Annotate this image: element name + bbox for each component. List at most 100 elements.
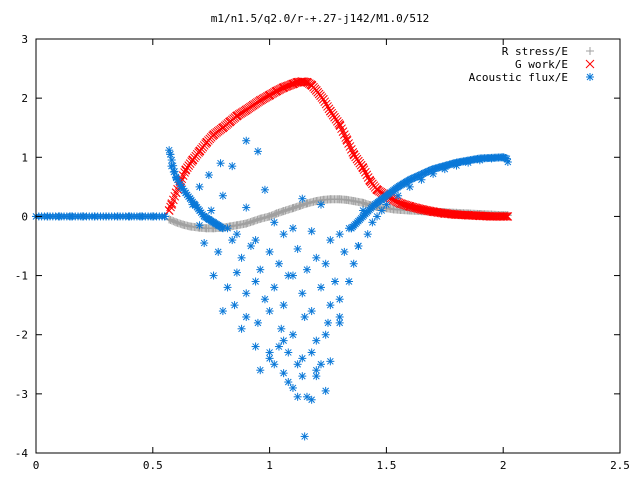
data-point (312, 372, 321, 381)
data-point (335, 318, 344, 327)
data-point (279, 301, 288, 310)
y-tick-label: 0 (21, 210, 28, 223)
data-point (204, 171, 213, 180)
data-point (316, 283, 325, 292)
data-point (200, 239, 209, 248)
data-point (256, 265, 265, 274)
data-point (335, 295, 344, 304)
y-tick-label: -1 (15, 270, 28, 283)
data-point (279, 336, 288, 345)
data-point (342, 136, 352, 145)
x-tick-label: 0.5 (143, 459, 163, 472)
data-point (345, 142, 355, 151)
data-point (377, 206, 386, 215)
data-point (347, 145, 356, 154)
data-point (253, 147, 262, 156)
data-point (277, 324, 286, 333)
data-point (502, 154, 511, 163)
data-point (312, 253, 321, 262)
data-point (344, 139, 353, 148)
data-point (307, 307, 316, 316)
data-point (321, 259, 330, 268)
series-1 (164, 77, 513, 221)
data-point (345, 277, 354, 286)
data-point (298, 354, 307, 363)
data-point (265, 348, 274, 357)
data-point (354, 242, 363, 250)
data-point (335, 121, 345, 131)
plot-frame (35, 38, 621, 454)
data-point (232, 230, 241, 239)
series-2-dense (32, 150, 511, 233)
y-tick-label: -4 (15, 447, 29, 460)
legend-marker (586, 47, 594, 55)
data-point (326, 357, 335, 366)
data-point (340, 247, 349, 256)
data-point (337, 124, 346, 134)
data-point (498, 212, 508, 221)
data-point (242, 312, 251, 321)
data-point (334, 119, 344, 128)
data-point (363, 173, 373, 182)
x-tick-label: 0 (33, 459, 40, 472)
data-point (237, 253, 246, 262)
data-point (300, 432, 309, 441)
data-point (307, 348, 316, 357)
y-tick-label: -2 (15, 329, 28, 342)
data-point (251, 277, 260, 286)
data-point (298, 289, 307, 298)
y-tick-label: 3 (21, 33, 28, 46)
data-point (326, 236, 335, 245)
data-point (326, 301, 335, 310)
legend-marker (585, 59, 595, 69)
data-point (312, 336, 321, 345)
data-point (361, 167, 370, 177)
data-point (324, 104, 334, 114)
data-point (260, 295, 269, 304)
data-point (320, 97, 330, 107)
data-point (270, 283, 279, 292)
data-point (368, 218, 377, 227)
data-point (323, 102, 332, 111)
data-point (260, 185, 269, 194)
data-point (302, 392, 311, 401)
data-point (279, 230, 288, 239)
data-point (373, 212, 382, 221)
data-point (293, 392, 302, 401)
data-point (195, 221, 204, 230)
data-point (302, 265, 311, 274)
data-point (324, 318, 332, 327)
y-tick-label: 2 (21, 92, 28, 105)
axes: 0 0.5 1 1.5 2 2.5 -4 -3 -2 -1 0 1 2 3 (15, 33, 630, 472)
data-point (270, 218, 279, 227)
data-point (242, 136, 251, 145)
data-point (169, 161, 178, 170)
data-point (293, 244, 302, 253)
data-point (218, 307, 227, 316)
data-point (274, 342, 283, 351)
data-point (293, 360, 302, 369)
data-point (316, 360, 325, 369)
data-point (307, 395, 316, 404)
data-point (338, 127, 348, 137)
legend-label: R stress/E (502, 45, 568, 58)
data-point (321, 330, 330, 339)
data-point (302, 77, 311, 87)
data-point (214, 247, 223, 256)
data-point (359, 165, 369, 175)
data-point (160, 212, 169, 221)
data-point (242, 289, 251, 298)
legend-label: G work/E (515, 58, 568, 71)
data-point (288, 224, 297, 233)
data-point (288, 330, 297, 339)
data-point (284, 348, 293, 357)
data-point (218, 223, 227, 232)
data-point (253, 318, 262, 327)
data-point (230, 301, 239, 310)
data-point (237, 324, 246, 333)
data-point (363, 230, 372, 239)
series-2 (32, 136, 512, 441)
data-point (170, 167, 179, 176)
